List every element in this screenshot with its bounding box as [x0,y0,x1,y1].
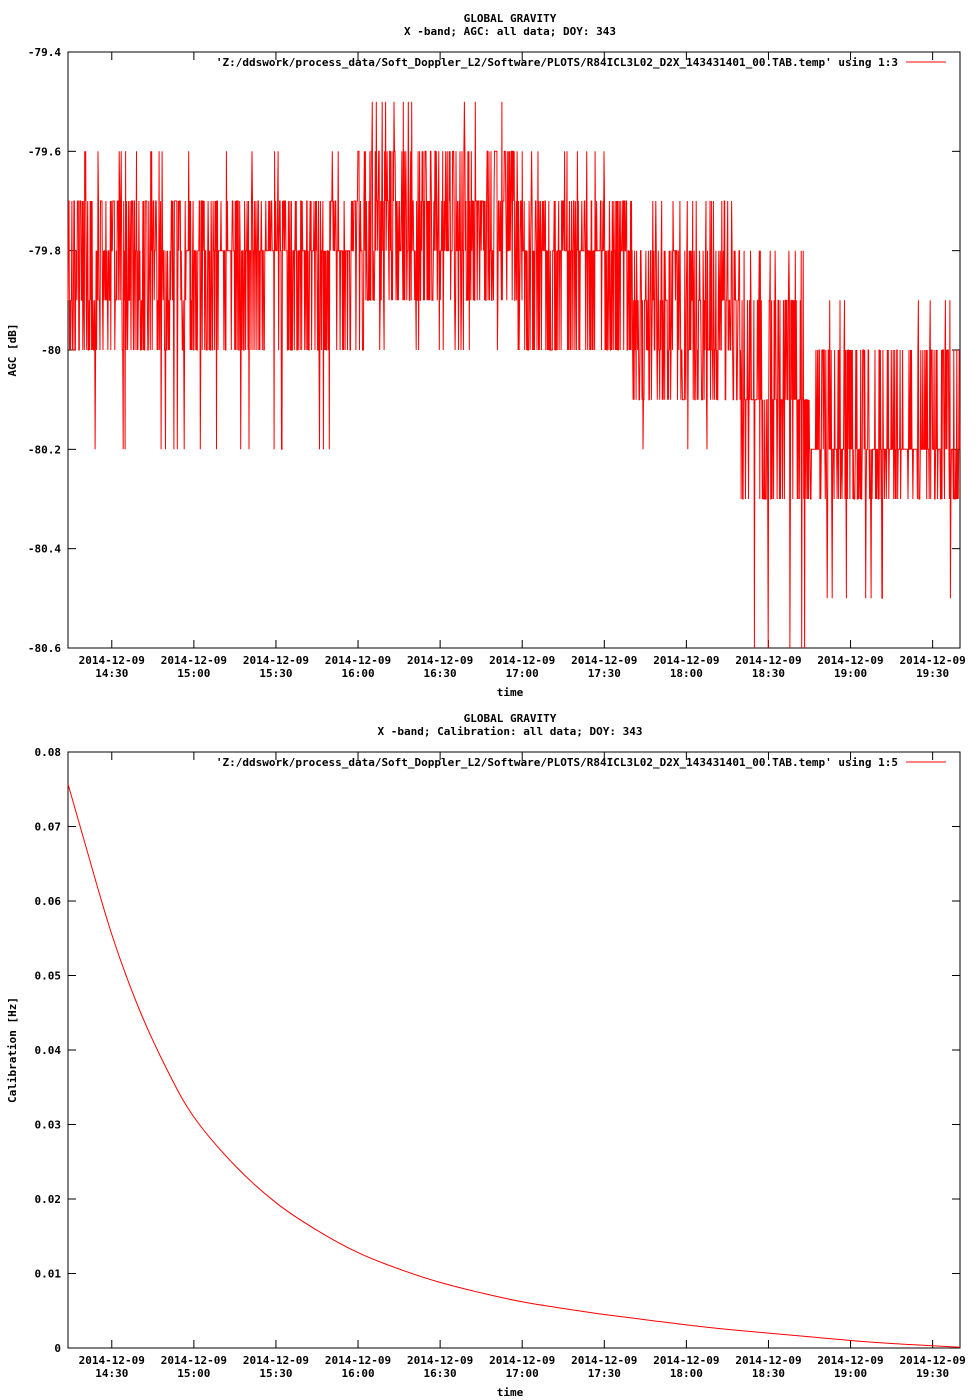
calibration-series-line [67,783,961,1348]
y-tick-label: 0.08 [35,746,62,759]
x-tick-date-label: 2014-12-09 [161,654,227,667]
x-tick-time-label: 18:00 [670,1367,703,1380]
y-tick-label: -80.6 [28,642,61,655]
legend-label: 'Z:/ddswork/process_data/Soft_Doppler_L2… [216,756,898,769]
x-tick-date-label: 2014-12-09 [325,654,391,667]
x-tick-time-label: 17:30 [588,667,621,680]
y-axis-label: Calibration [Hz] [6,997,19,1103]
x-tick-time-label: 16:00 [341,667,374,680]
x-tick-time-label: 18:00 [670,667,703,680]
x-tick-date-label: 2014-12-09 [571,654,637,667]
x-tick-date-label: 2014-12-09 [900,1354,966,1367]
y-tick-label: -80.2 [28,443,61,456]
agc-series-line [67,101,961,649]
y-axis-label: AGC [dB] [6,324,19,377]
x-tick-date-label: 2014-12-09 [161,1354,227,1367]
y-tick-label: -79.4 [28,46,61,59]
x-tick-time-label: 15:00 [177,1367,210,1380]
x-tick-time-label: 17:00 [506,667,539,680]
x-tick-time-label: 19:00 [834,1367,867,1380]
y-tick-label: 0.04 [35,1044,62,1057]
x-tick-date-label: 2014-12-09 [243,1354,309,1367]
chart-subtitle: X -band; AGC: all data; DOY: 343 [404,25,616,38]
y-tick-label: 0 [54,1342,61,1355]
x-tick-date-label: 2014-12-09 [653,654,719,667]
y-tick-label: 0.01 [35,1268,62,1281]
x-tick-time-label: 17:30 [588,1367,621,1380]
chart-subtitle: X -band; Calibration: all data; DOY: 343 [378,725,643,738]
x-tick-date-label: 2014-12-09 [79,1354,145,1367]
x-tick-time-label: 14:30 [95,667,128,680]
x-tick-date-label: 2014-12-09 [735,654,801,667]
x-tick-date-label: 2014-12-09 [489,1354,555,1367]
x-tick-time-label: 16:30 [424,667,457,680]
y-tick-label: -80 [41,344,61,357]
x-tick-time-label: 18:30 [752,667,785,680]
x-tick-date-label: 2014-12-09 [653,1354,719,1367]
x-axis-label: time [497,686,524,699]
x-tick-date-label: 2014-12-09 [571,1354,637,1367]
y-tick-label: 0.06 [35,895,62,908]
y-tick-label: -79.8 [28,245,61,258]
y-tick-label: -79.6 [28,145,61,158]
x-tick-date-label: 2014-12-09 [489,654,555,667]
plot-frame [67,751,961,1349]
chart-title: GLOBAL GRAVITY [464,712,557,725]
y-tick-label: 0.07 [35,821,62,834]
x-tick-date-label: 2014-12-09 [735,1354,801,1367]
x-tick-date-label: 2014-12-09 [817,1354,883,1367]
y-tick-label: 0.02 [35,1193,62,1206]
x-tick-time-label: 19:30 [916,1367,949,1380]
x-tick-time-label: 19:30 [916,667,949,680]
x-tick-date-label: 2014-12-09 [900,654,966,667]
x-tick-time-label: 18:30 [752,1367,785,1380]
legend-label: 'Z:/ddswork/process_data/Soft_Doppler_L2… [216,56,898,69]
x-tick-time-label: 17:00 [506,1367,539,1380]
y-tick-label: 0.03 [35,1119,62,1132]
x-tick-date-label: 2014-12-09 [325,1354,391,1367]
x-tick-date-label: 2014-12-09 [407,654,473,667]
x-tick-time-label: 14:30 [95,1367,128,1380]
x-tick-time-label: 15:30 [259,1367,292,1380]
chart-title: GLOBAL GRAVITY [464,12,557,25]
x-axis-label: time [497,1386,524,1399]
x-tick-time-label: 15:00 [177,667,210,680]
x-tick-date-label: 2014-12-09 [243,654,309,667]
x-tick-time-label: 15:30 [259,667,292,680]
x-tick-time-label: 16:30 [424,1367,457,1380]
y-tick-label: -80.4 [28,543,61,556]
x-tick-date-label: 2014-12-09 [79,654,145,667]
x-tick-date-label: 2014-12-09 [407,1354,473,1367]
x-tick-time-label: 19:00 [834,667,867,680]
y-tick-label: 0.05 [35,970,62,983]
x-tick-date-label: 2014-12-09 [817,654,883,667]
x-tick-time-label: 16:00 [341,1367,374,1380]
